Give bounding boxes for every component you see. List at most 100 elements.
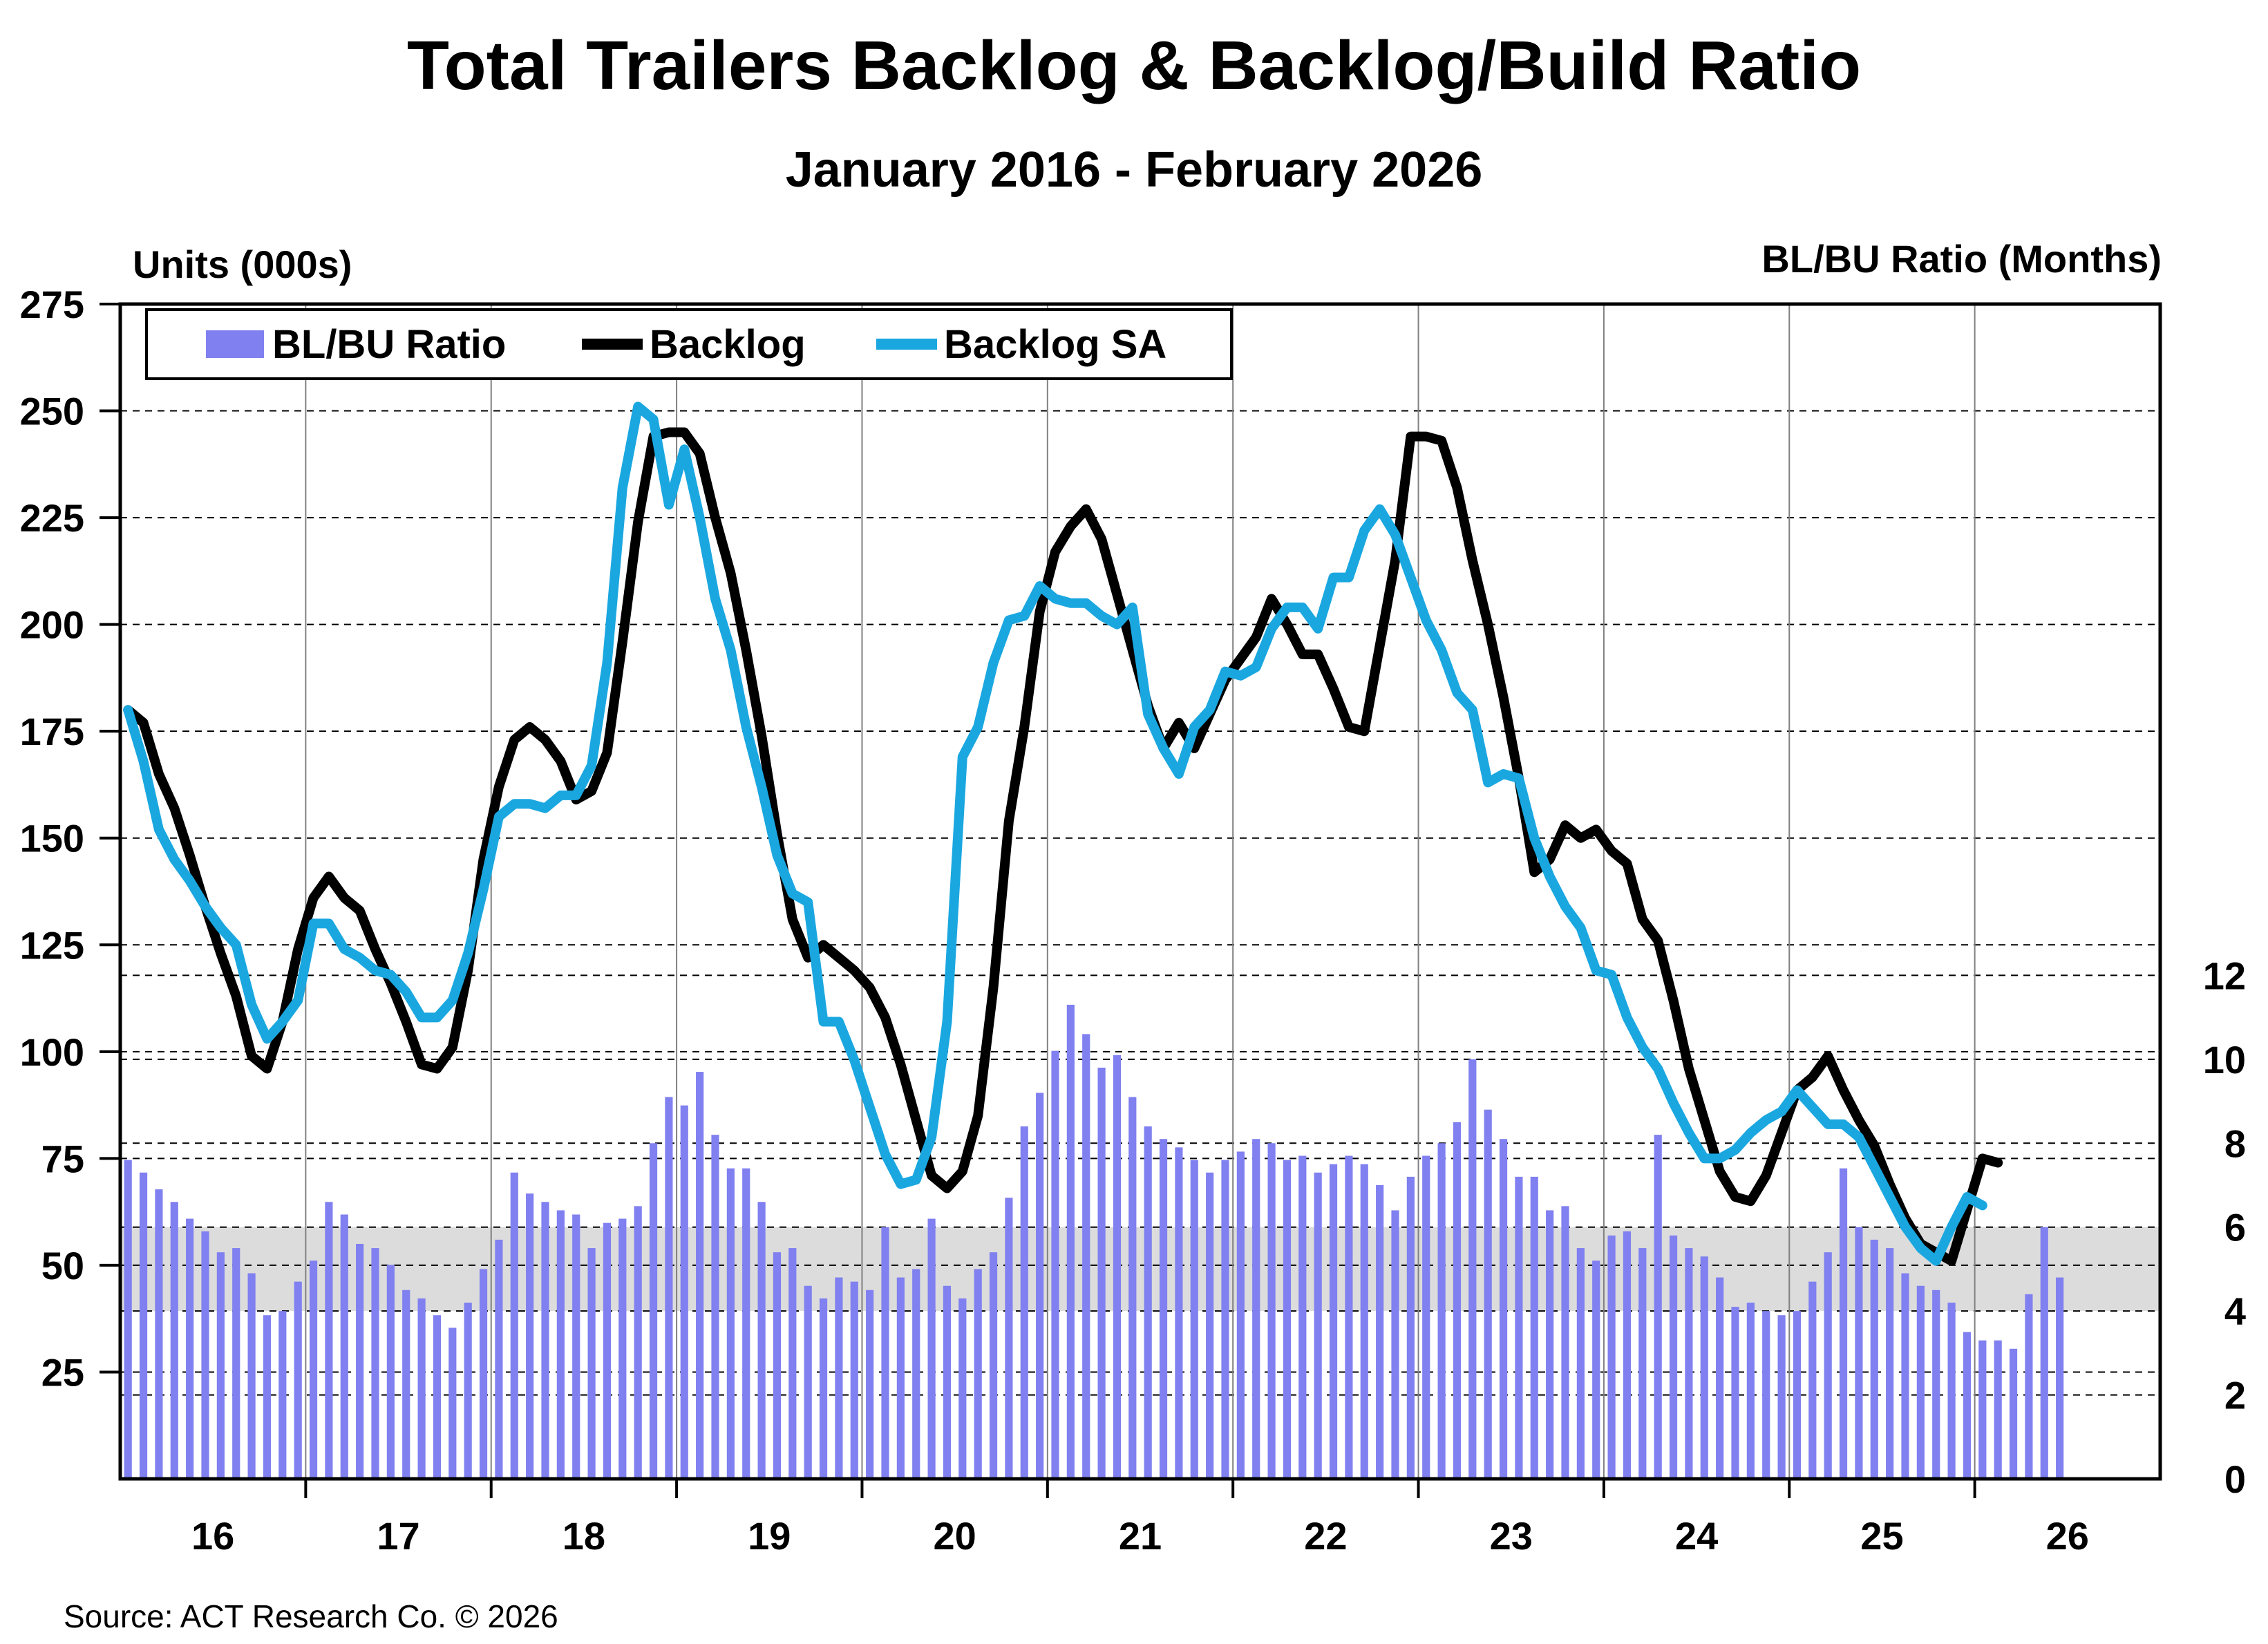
- ratio-bar: [1546, 1210, 1554, 1479]
- ratio-bar: [1499, 1139, 1508, 1479]
- y-right-tick-label: 6: [2224, 1206, 2246, 1249]
- ratio-bar: [773, 1252, 782, 1479]
- ratio-bar: [1128, 1097, 1137, 1479]
- ratio-bar: [1576, 1248, 1585, 1479]
- ratio-bar: [2025, 1294, 2033, 1479]
- ratio-bar: [1267, 1143, 1276, 1479]
- ratio-bar: [309, 1260, 318, 1479]
- ratio-bar: [726, 1168, 735, 1479]
- ratio-bar: [1175, 1147, 1183, 1479]
- ratio-bar: [881, 1227, 889, 1479]
- plot-frame: [118, 302, 2162, 1481]
- y-right-tick-label: 4: [2224, 1289, 2246, 1333]
- y-left-tick-label: 25: [41, 1350, 84, 1394]
- x-tick-label: 17: [377, 1514, 419, 1558]
- ratio-bar: [634, 1206, 642, 1479]
- x-tick-label: 24: [1675, 1514, 1718, 1558]
- ratio-bar: [943, 1285, 952, 1479]
- ratio-bar: [603, 1222, 612, 1479]
- ratio-bar: [402, 1289, 410, 1479]
- ratio-bar: [1947, 1303, 1956, 1479]
- ratio-bar: [896, 1277, 905, 1479]
- ratio-bar: [155, 1189, 163, 1479]
- chart-title: Total Trailers Backlog & Backlog/Build R…: [406, 27, 1862, 104]
- ratio-bar: [464, 1303, 472, 1479]
- ratio-bar: [680, 1105, 688, 1479]
- ratio-bar: [1005, 1198, 1013, 1479]
- y-left-tick-label: 200: [20, 603, 84, 647]
- ratio-bar: [1886, 1248, 1894, 1479]
- ratio-bar: [912, 1269, 920, 1479]
- y-right-tick-label: 0: [2224, 1457, 2246, 1501]
- ratio-bar: [788, 1248, 797, 1479]
- ratio-bar: [186, 1218, 194, 1479]
- ratio-bar: [247, 1273, 256, 1479]
- ratio-bar: [216, 1252, 225, 1479]
- ratio-bar: [1376, 1185, 1384, 1479]
- ratio-bar: [1654, 1135, 1662, 1479]
- ratio-bar: [1978, 1340, 1987, 1479]
- ratio-bar: [757, 1202, 766, 1479]
- ratio-bar: [386, 1265, 395, 1479]
- ratio-bar: [1391, 1210, 1399, 1479]
- ratio-bar: [711, 1135, 719, 1479]
- y-left-tick-label: 75: [41, 1137, 84, 1180]
- ratio-bar: [1159, 1139, 1168, 1479]
- y-left-tick-label: 275: [20, 283, 84, 326]
- ratio-bar: [124, 1160, 132, 1479]
- ratio-bar: [1468, 1059, 1477, 1479]
- ratio-bar: [495, 1239, 503, 1479]
- ratio-bar: [1190, 1160, 1198, 1479]
- ratio-bar: [1731, 1307, 1739, 1479]
- x-tick-label: 23: [1490, 1514, 1533, 1558]
- ratio-bar: [448, 1328, 457, 1479]
- ratio-bar: [1777, 1315, 1786, 1479]
- ratio-bar: [278, 1311, 287, 1479]
- y-axis-left-label: Units (000s): [133, 243, 352, 286]
- ratio-bar: [1113, 1055, 1122, 1479]
- ratio-bar: [1097, 1068, 1106, 1479]
- ratio-bar: [974, 1269, 982, 1479]
- y-left-tick-label: 150: [20, 817, 84, 860]
- ratio-bar: [572, 1214, 580, 1479]
- y-right-tick-label: 12: [2203, 954, 2246, 997]
- ratio-bar: [958, 1298, 967, 1479]
- ratio-bar: [417, 1298, 426, 1479]
- ratio-bar: [433, 1315, 442, 1479]
- ratio-bar: [1144, 1126, 1152, 1479]
- x-tick-label: 18: [563, 1514, 605, 1558]
- ratio-bar: [1051, 1050, 1059, 1479]
- ratio-bar: [510, 1172, 518, 1479]
- ratio-bar: [696, 1072, 704, 1479]
- y-left-tick-label: 125: [20, 923, 84, 967]
- ratio-bar: [1515, 1176, 1523, 1479]
- ratio-bar: [1824, 1252, 1832, 1479]
- y-left-tick-label: 50: [41, 1244, 84, 1287]
- ratio-bar: [1870, 1239, 1878, 1479]
- y-left-tick-label: 175: [20, 710, 84, 753]
- ratio-bar: [1994, 1340, 2002, 1479]
- legend-label-backlog-sa: Backlog SA: [944, 322, 1166, 367]
- legend: BL/BU Ratio Backlog Backlog SA: [145, 308, 1233, 380]
- ratio-bar: [989, 1252, 998, 1479]
- y-right-tick-label: 2: [2224, 1374, 2246, 1417]
- ratio-bar: [356, 1244, 364, 1479]
- ratio-bar: [526, 1193, 534, 1479]
- ratio-bar: [139, 1172, 148, 1479]
- ratio-bar: [1607, 1235, 1616, 1479]
- x-tick-label: 25: [1860, 1514, 1903, 1558]
- ratio-bar: [1221, 1160, 1229, 1479]
- x-tick-label: 26: [2046, 1514, 2089, 1558]
- ratio-bar: [1437, 1143, 1446, 1479]
- y-right-tick-label: 10: [2203, 1038, 2246, 1081]
- ratio-bar: [1685, 1248, 1693, 1479]
- ratio-bar: [1762, 1311, 1770, 1479]
- ratio-bar: [618, 1218, 627, 1479]
- x-tick-label: 16: [191, 1514, 234, 1558]
- y-axis-right: 0 2 4 6 8 10 12: [2203, 954, 2246, 1501]
- ratio-bar: [1855, 1227, 1863, 1479]
- y-right-tick-label: 8: [2224, 1122, 2246, 1165]
- ratio-bar: [325, 1202, 333, 1479]
- ratio-bar: [1530, 1176, 1538, 1479]
- legend-box: [145, 308, 1233, 380]
